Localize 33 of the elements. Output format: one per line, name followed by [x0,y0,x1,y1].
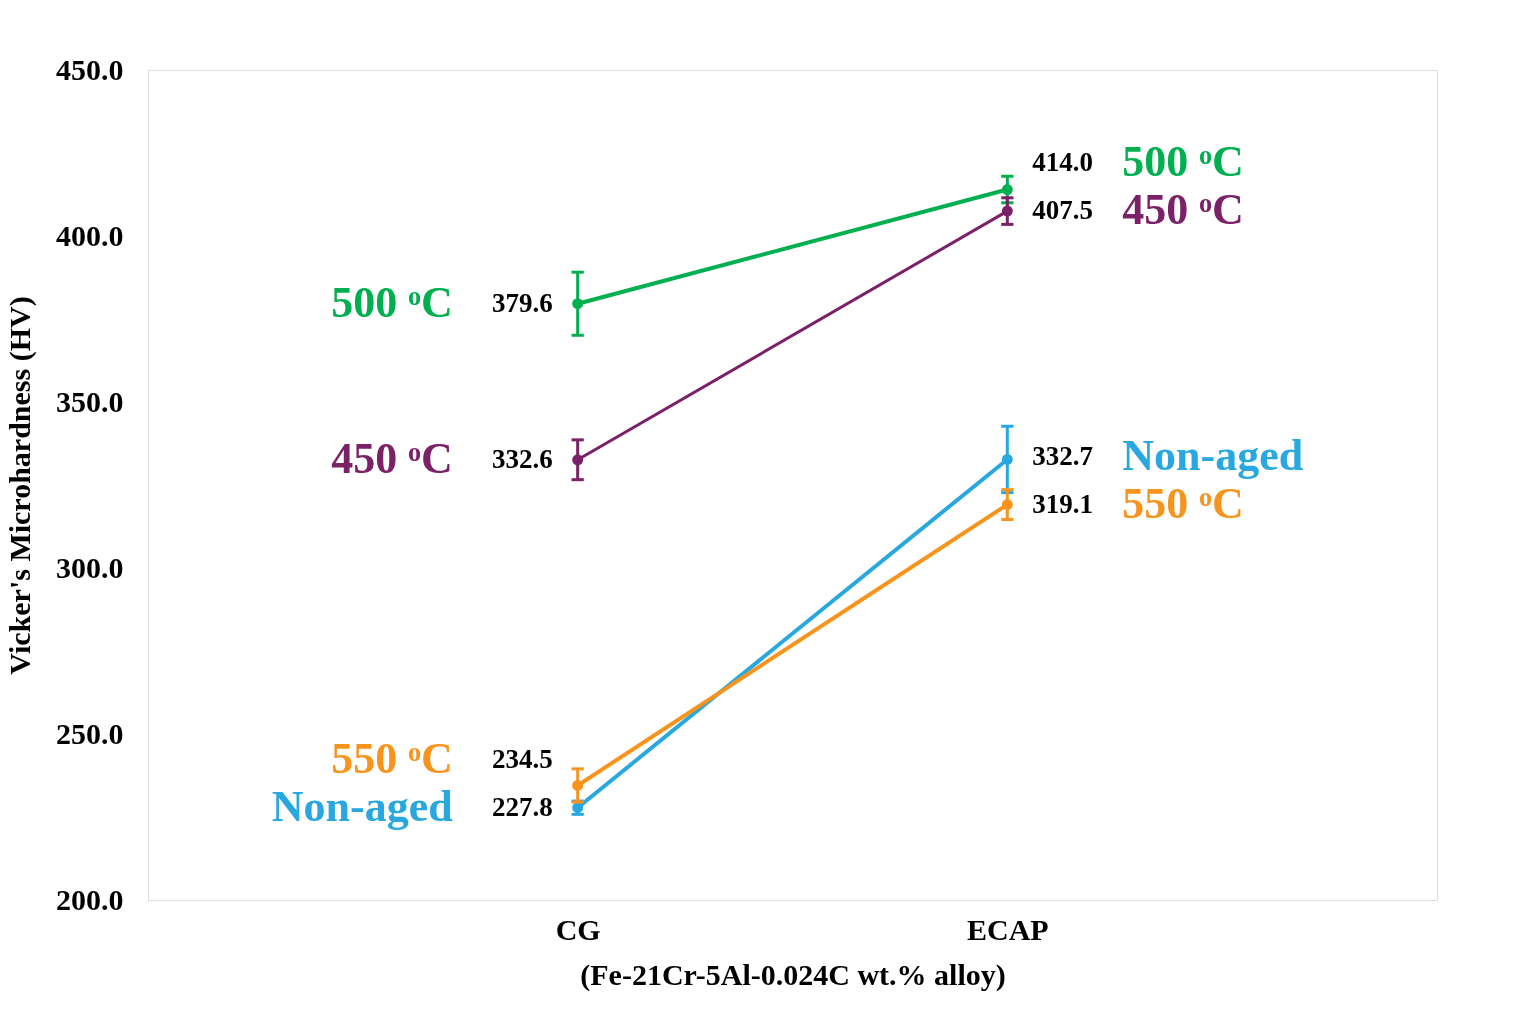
text: 550 ᵒC [1122,478,1244,528]
text: 500 ᵒC [331,277,453,327]
text: 500 ᵒC [1122,137,1244,187]
text: Non-aged [271,781,453,831]
point [572,454,584,466]
x-tick-label: CG [555,912,601,946]
data-label: 332.7 [1032,440,1094,471]
data-label: 407.5 [1032,195,1094,226]
y-tick-label: 450.0 [56,52,124,86]
point [1001,205,1013,217]
x-axis-title: (Fe-21Cr-5Al-0.024C wt.% alloy) [580,957,1006,992]
data-label: 234.5 [491,743,553,774]
text: 450 ᵒC [331,433,453,483]
text: 450 ᵒC [1122,185,1244,235]
y-tick-label: 200.0 [56,882,124,916]
y-tick-label: 350.0 [56,384,124,418]
y-axis-title: Vicker's Microhardness (HV) [3,296,37,675]
text: Non-aged [1122,430,1304,480]
y-tick-label: 400.0 [56,218,124,252]
y-tick-label: 250.0 [56,716,124,750]
point [572,298,584,310]
data-label: 319.1 [1032,488,1094,519]
point [1001,453,1013,465]
data-label: 332.6 [491,443,553,474]
point [1001,499,1013,511]
data-label: 227.8 [491,791,553,822]
data-label: 379.6 [491,287,553,318]
y-tick-label: 300.0 [56,550,124,584]
text: 550 ᵒC [331,733,453,783]
x-tick-label: ECAP [967,912,1049,946]
point [1001,184,1013,195]
point [572,779,584,791]
data-label: 414.0 [1032,147,1094,178]
